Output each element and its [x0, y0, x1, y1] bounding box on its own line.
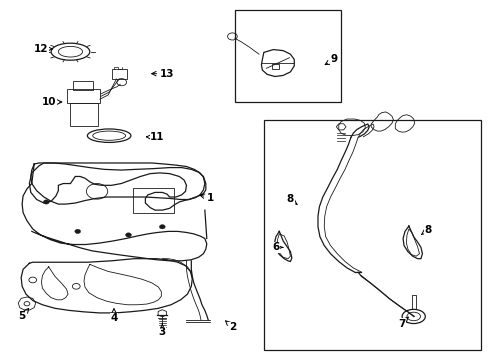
Bar — [264, 120, 480, 350]
Text: 4: 4 — [110, 309, 118, 323]
Circle shape — [159, 225, 165, 229]
Text: 10: 10 — [41, 97, 61, 107]
Circle shape — [125, 233, 131, 237]
Text: 1: 1 — [200, 193, 214, 203]
Bar — [271, 64, 279, 69]
Circle shape — [75, 229, 81, 234]
Text: 3: 3 — [159, 324, 165, 337]
Bar — [73, 81, 93, 90]
Text: 8: 8 — [286, 194, 296, 204]
Text: 5: 5 — [19, 309, 29, 321]
Bar — [133, 188, 174, 213]
Text: 11: 11 — [146, 132, 164, 143]
Bar — [67, 89, 100, 103]
Text: 7: 7 — [397, 317, 407, 329]
Circle shape — [43, 200, 49, 204]
Text: 12: 12 — [34, 44, 52, 54]
Text: 2: 2 — [225, 321, 236, 332]
Text: 9: 9 — [325, 54, 337, 65]
Bar — [234, 10, 341, 102]
Bar — [70, 103, 97, 126]
Text: 8: 8 — [421, 225, 431, 235]
Bar — [111, 69, 127, 79]
Text: 6: 6 — [272, 242, 282, 252]
Text: 13: 13 — [151, 69, 174, 79]
